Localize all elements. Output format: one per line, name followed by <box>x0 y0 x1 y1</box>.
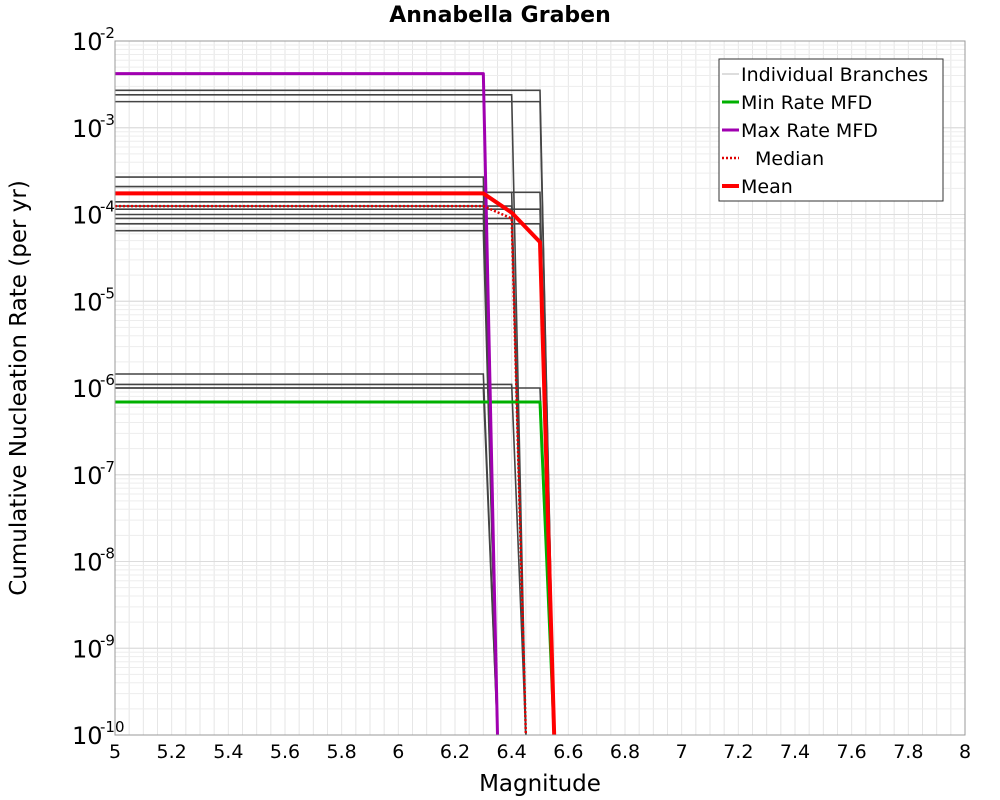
x-tick-label: 7 <box>676 741 688 763</box>
legend-box <box>718 58 944 202</box>
y-tick-exponent: -3 <box>100 111 115 129</box>
x-tick-label: 6.8 <box>610 741 640 763</box>
x-tick-label: 6.6 <box>553 741 583 763</box>
branch-line <box>115 383 527 736</box>
x-tick-label: 6.4 <box>497 741 527 763</box>
legend: Individual Branches Min Rate MFD Max Rate … <box>718 58 944 202</box>
y-tick-label: 10 <box>72 375 103 403</box>
y-tick-exponent: -10 <box>100 718 125 736</box>
legend-label: Min Rate MFD <box>741 92 872 114</box>
x-tick-label: 7.6 <box>837 741 867 763</box>
y-tick-exponent: -4 <box>100 198 115 216</box>
x-axis-label: Magnitude <box>479 771 601 797</box>
y-tick-exponent: -9 <box>100 631 115 649</box>
x-tick-label: 6.2 <box>440 741 470 763</box>
y-tick-exponent: -2 <box>100 24 115 42</box>
y-tick-exponent: -8 <box>100 545 115 563</box>
x-tick-label: 7.8 <box>893 741 923 763</box>
branch-line <box>115 217 527 736</box>
x-tick-label: 7.2 <box>723 741 753 763</box>
x-tick-label: 6 <box>392 741 404 763</box>
y-tick-exponent: -5 <box>100 284 115 302</box>
y-tick-label: 10 <box>72 28 103 56</box>
x-axis-ticks: 5 5.2 5.4 5.6 5.8 6 6.2 6.4 6.6 6.8 7 7.2 7.4 7.6 7.8 8 <box>109 741 971 763</box>
y-tick-label: 10 <box>72 202 103 230</box>
legend-label: Mean <box>741 176 793 198</box>
y-axis-label: Cumulative Nucleation Rate (per yr) <box>6 180 32 596</box>
y-axis-ticks: 10-210-310-410-510-610-710-810-910-10 <box>72 24 125 750</box>
x-tick-label: 5.8 <box>327 741 357 763</box>
legend-label: Median <box>755 148 824 170</box>
series-line-median <box>115 204 528 736</box>
y-tick-label: 10 <box>72 549 103 577</box>
legend-label: Max Rate MFD <box>741 120 878 142</box>
x-tick-label: 5.2 <box>157 741 187 763</box>
x-tick-label: 5.6 <box>270 741 300 763</box>
x-tick-label: 8 <box>959 741 971 763</box>
y-tick-label: 10 <box>72 635 103 663</box>
x-tick-label: 7.4 <box>780 741 810 763</box>
branch-line <box>115 93 527 736</box>
y-tick-label: 10 <box>72 115 103 143</box>
series-line-max-rate-mfd <box>115 72 499 736</box>
y-tick-label: 10 <box>72 722 103 750</box>
y-tick-label: 10 <box>72 288 103 316</box>
y-tick-exponent: -6 <box>100 371 115 389</box>
x-tick-label: 5.4 <box>213 741 243 763</box>
plot-area-frame <box>114 40 966 736</box>
y-tick-exponent: -7 <box>100 458 115 476</box>
summary-series <box>115 72 557 736</box>
series-line-mean <box>115 191 557 736</box>
x-tick-label: 5 <box>109 741 121 763</box>
chart-title: Annabella Graben <box>389 3 611 28</box>
y-tick-label: 10 <box>72 462 103 490</box>
legend-label: Individual Branches <box>741 64 928 86</box>
